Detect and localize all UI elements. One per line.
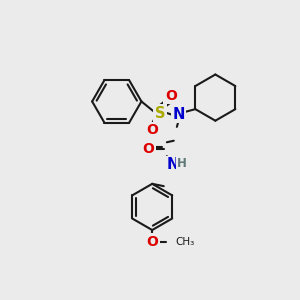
Text: O: O: [146, 123, 158, 137]
Text: O: O: [146, 235, 158, 249]
Text: H: H: [176, 157, 186, 170]
Text: O: O: [165, 89, 177, 103]
Text: N: N: [167, 157, 179, 172]
Text: N: N: [172, 107, 184, 122]
Text: O: O: [142, 142, 154, 156]
Text: S: S: [155, 106, 165, 121]
Text: CH₃: CH₃: [175, 237, 195, 247]
